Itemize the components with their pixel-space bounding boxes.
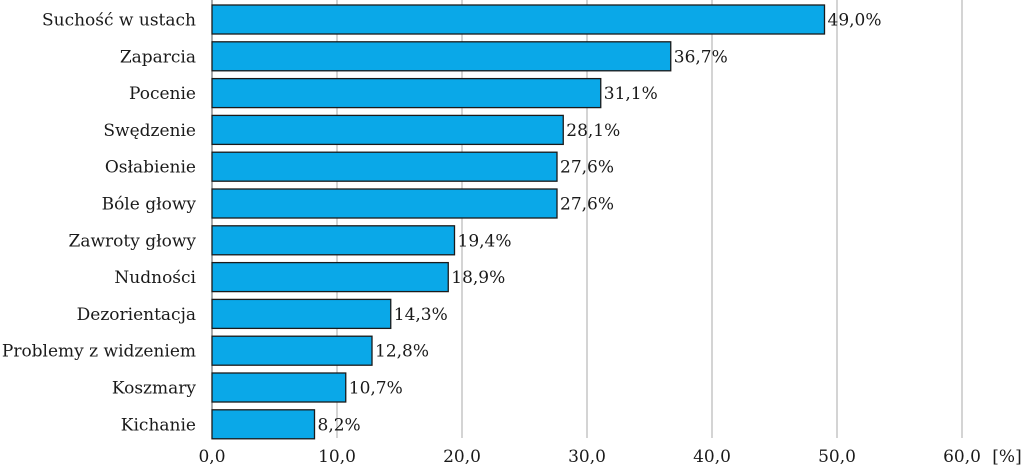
category-label: Osłabienie (105, 158, 196, 178)
value-labels: 49,0% 36,7% 31,1% 28,1% 27,6% 27,6% 19,4% 18,9%… (318, 11, 882, 436)
bar (211, 4, 826, 35)
category-label: Koszmary (112, 379, 197, 399)
bar (211, 335, 373, 366)
category-label: Suchość w ustach (42, 11, 196, 31)
bar (211, 41, 672, 72)
category-label: Zaparcia (120, 47, 196, 67)
bar (211, 409, 316, 440)
category-label: Zawroty głowy (69, 231, 197, 251)
data-label: 12,8% (375, 342, 429, 362)
x-tick-label: 60,0 (943, 447, 981, 465)
category-label: Bóle głowy (102, 195, 197, 215)
x-tick-label: 30,0 (568, 447, 606, 465)
category-label: Pocenie (129, 84, 196, 104)
grid-lines (211, 0, 963, 438)
data-label: 18,9% (451, 268, 505, 288)
x-tick-label: 10,0 (318, 447, 356, 465)
data-label: 28,1% (566, 121, 620, 141)
bar (211, 298, 392, 330)
data-label: 10,7% (349, 379, 403, 399)
x-axis-unit: [%] (992, 447, 1021, 465)
data-label: 19,4% (458, 231, 512, 251)
data-label: 49,0% (828, 11, 882, 31)
data-label: 8,2% (318, 415, 361, 435)
category-label: Dezorientacja (77, 305, 196, 325)
x-tick-label: 0,0 (198, 447, 225, 465)
data-label: 27,6% (560, 195, 614, 215)
bar (211, 225, 456, 256)
x-tick-labels: 0,0 10,0 20,0 30,0 40,0 50,0 60,0 (198, 447, 980, 465)
category-label: Kichanie (121, 415, 196, 435)
category-labels: Suchość w ustach Zaparcia Pocenie Swędzenie… (2, 11, 197, 436)
data-label: 36,7% (674, 47, 728, 67)
category-label: Problemy z widzeniem (2, 342, 196, 362)
bar (211, 77, 602, 109)
data-label: 14,3% (394, 305, 448, 325)
bar (211, 261, 449, 293)
data-label: 31,1% (604, 84, 658, 104)
bar (211, 151, 558, 182)
x-tick-label: 20,0 (443, 447, 481, 465)
bar (211, 114, 564, 146)
bar (211, 372, 347, 403)
category-label: Nudności (114, 268, 196, 288)
category-label: Swędzenie (103, 121, 196, 141)
x-tick-label: 50,0 (818, 447, 856, 465)
bar (211, 188, 558, 219)
data-label: 27,6% (560, 158, 614, 178)
bars (211, 4, 826, 440)
x-tick-label: 40,0 (693, 447, 731, 465)
